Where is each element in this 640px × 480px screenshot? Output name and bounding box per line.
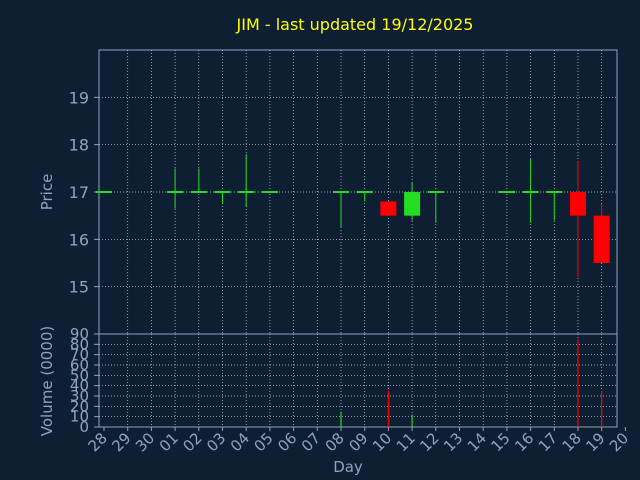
x-tick-label: 12 [416, 429, 442, 455]
x-tick-label: 20 [606, 429, 632, 455]
x-tick-label: 17 [535, 429, 561, 455]
x-tick-label: 05 [250, 429, 276, 455]
volume-tick-label: 30 [70, 387, 89, 405]
price-tick-label: 18 [69, 136, 89, 155]
volume-axis-label: Volume (0000) [38, 326, 56, 436]
x-tick-label: 09 [345, 429, 371, 455]
candle-body [570, 192, 586, 216]
x-tick-label: 30 [132, 429, 158, 455]
x-tick-label: 01 [156, 429, 182, 455]
x-axis-label: Day [333, 458, 363, 476]
price-tick-label: 15 [69, 278, 89, 297]
price-tick-label: 16 [69, 230, 89, 249]
volume-tick-label: 80 [70, 335, 89, 353]
price-axis-label: Price [38, 174, 56, 211]
candle-body [593, 215, 610, 263]
x-tick-label: 06 [274, 429, 300, 455]
x-tick-label: 14 [464, 429, 490, 455]
x-tick-label: 03 [203, 429, 229, 455]
x-tick-label: 18 [559, 429, 585, 455]
volume-tick-label: 60 [70, 356, 89, 374]
volume-tick-label: 10 [70, 408, 89, 426]
x-tick-label: 10 [369, 429, 395, 455]
volume-tick-label: 0 [79, 418, 89, 436]
x-tick-label: 11 [393, 429, 419, 455]
candle-body [404, 192, 421, 216]
volume-tick-label: 70 [70, 346, 89, 364]
x-tick-label: 07 [298, 429, 324, 455]
x-tick-label: 15 [487, 429, 513, 455]
x-tick-label: 04 [227, 429, 253, 455]
x-tick-label: 16 [511, 429, 537, 455]
volume-tick-label: 50 [70, 366, 89, 384]
volume-tick-label: 40 [70, 377, 89, 395]
x-tick-label: 13 [440, 429, 466, 455]
x-tick-label: 29 [108, 429, 134, 455]
x-tick-label: 08 [322, 429, 348, 455]
price-tick-label: 19 [69, 88, 89, 107]
x-tick-label: 02 [179, 429, 205, 455]
price-panel: 15 16 17 18 19 [69, 49, 618, 335]
volume-tick-label: 20 [70, 397, 89, 415]
chart-title: JIM - last updated 19/12/2025 [236, 15, 474, 34]
candle-body [380, 201, 397, 216]
x-tick-label: 19 [582, 429, 608, 455]
x-axis: 2829300102030405060708091011121314151617… [85, 427, 632, 455]
volume-panel-frame [98, 333, 618, 428]
volume-tick-label: 90 [70, 325, 89, 343]
price-tick-label: 17 [69, 183, 89, 202]
